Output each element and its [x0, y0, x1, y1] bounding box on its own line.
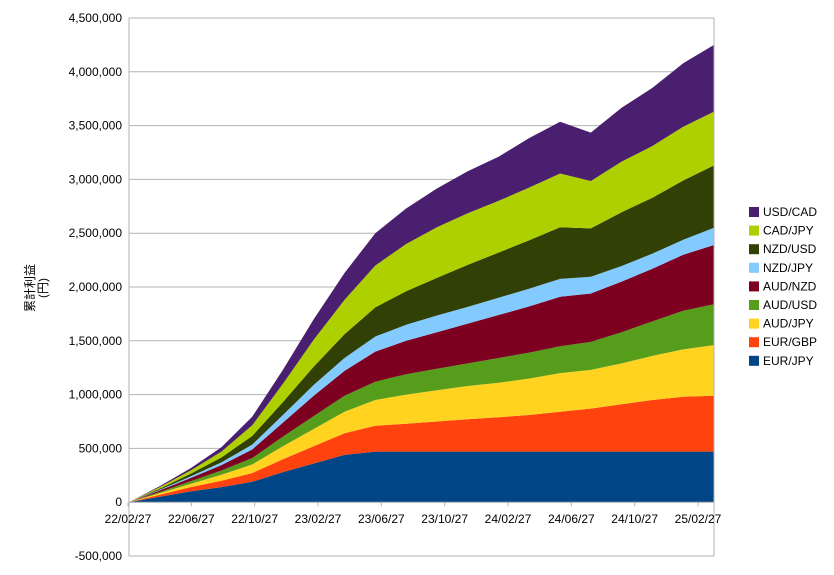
- x-tick-label: 23/02/27: [295, 512, 342, 526]
- x-tick-label: 23/06/27: [358, 512, 405, 526]
- area-usd-cad: [129, 44, 714, 503]
- legend-label: NZD/JPY: [763, 261, 813, 275]
- legend-swatch: [749, 281, 759, 292]
- legend-label: AUD/JPY: [763, 317, 814, 331]
- y-tick-label: 500,000: [79, 441, 123, 455]
- y-tick-label: 1,500,000: [69, 334, 123, 348]
- legend-swatch: [749, 337, 759, 348]
- area-eur-gbp: [129, 395, 714, 503]
- x-tick-labels: 22/02/27 22/06/27 22/10/27 23/02/27 23/06/27…: [105, 512, 722, 526]
- area-aud-jpy: [129, 345, 714, 503]
- legend-label: NZD/USD: [763, 242, 817, 256]
- legend-swatch: [749, 207, 759, 217]
- x-tick-label: 23/10/27: [421, 512, 468, 526]
- y-tick-label: 2,000,000: [69, 280, 123, 294]
- x-tick-label: 24/02/27: [485, 512, 532, 526]
- y-tick-label: 3,500,000: [69, 119, 123, 133]
- legend-label: USD/CAD: [763, 205, 817, 219]
- legend-swatch: [749, 318, 759, 329]
- y-tick-label: 4,500,000: [69, 11, 123, 25]
- x-tick-label: 24/10/27: [611, 512, 658, 526]
- legend-label: EUR/GBP: [763, 335, 817, 349]
- x-tick-label: 22/10/27: [231, 512, 278, 526]
- area-nzd-jpy: [129, 227, 714, 503]
- x-tick-label: 25/02/27: [675, 512, 722, 526]
- legend-swatch: [749, 225, 759, 236]
- legend: USD/CAD CAD/JPY NZD/USD NZD/JPY AUD/NZD AUD/U…: [749, 205, 817, 368]
- series-areas: [129, 44, 714, 503]
- area-nzd-usd: [129, 165, 714, 503]
- x-tick-label: 22/06/27: [168, 512, 215, 526]
- y-tick-label: 3,000,000: [69, 172, 123, 186]
- axes: [127, 17, 715, 557]
- x-tick-label: 22/02/27: [105, 512, 152, 526]
- legend-swatch: [749, 244, 759, 255]
- x-tick-label: 24/06/27: [548, 512, 595, 526]
- y-tick-label: 2,500,000: [69, 226, 123, 240]
- legend-swatch: [749, 262, 759, 273]
- y-axis-title: 累計利益(円): [22, 264, 50, 312]
- y-tick-labels: -500,000 0 500,000 1,000,000 1,500,000 2,000,…: [69, 11, 123, 563]
- y-tick-label: -500,000: [75, 549, 123, 563]
- legend-swatch: [749, 300, 759, 310]
- area-cad-jpy: [129, 111, 714, 503]
- y-tick-label: 1,000,000: [69, 388, 123, 402]
- area-aud-usd: [129, 304, 714, 503]
- area-eur-jpy: [129, 451, 714, 503]
- y-tick-label: 0: [115, 495, 122, 509]
- y-tick-label: 4,000,000: [69, 65, 123, 79]
- legend-label: EUR/JPY: [763, 354, 814, 368]
- legend-label: CAD/JPY: [763, 224, 814, 238]
- area-aud-nzd: [129, 245, 714, 503]
- legend-label: AUD/NZD: [763, 279, 817, 293]
- legend-label: AUD/USD: [763, 298, 817, 312]
- legend-swatch: [749, 355, 759, 366]
